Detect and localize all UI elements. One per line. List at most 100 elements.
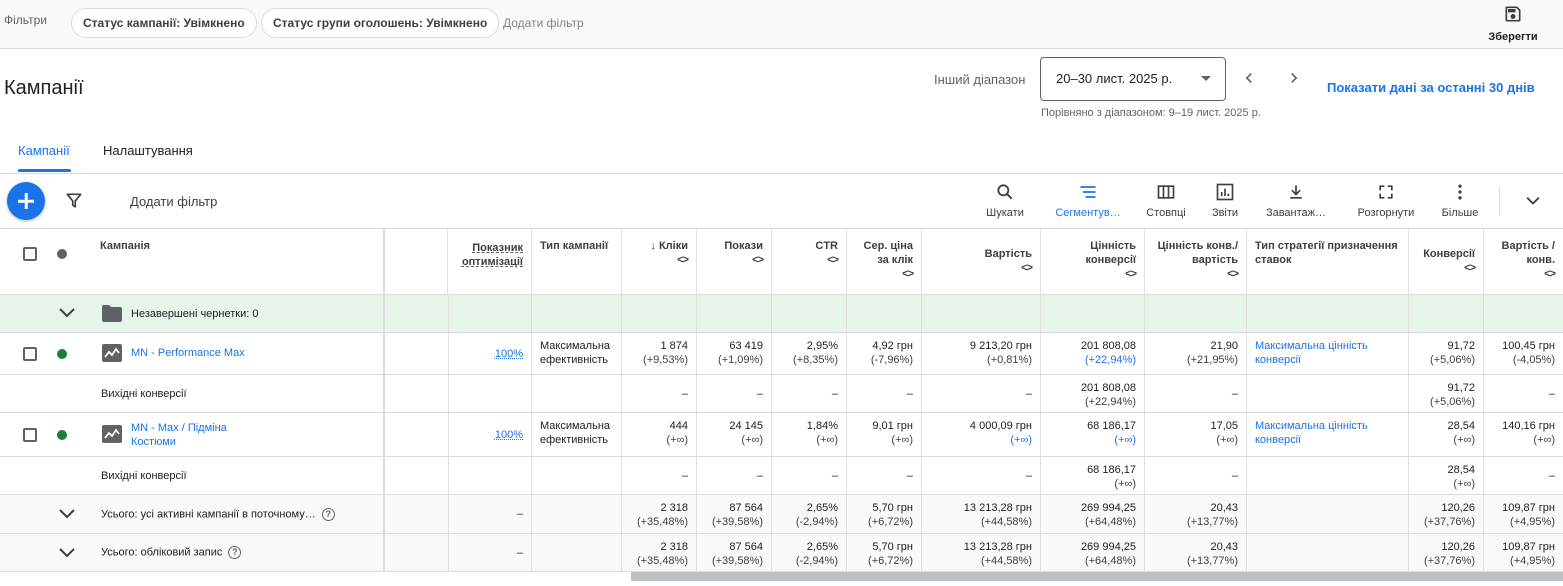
col-campaign[interactable]: Кампанія bbox=[92, 229, 384, 294]
cell-cost-conv: 100,45 грн (-4,05%) bbox=[1484, 333, 1563, 374]
col-cost[interactable]: Вартість <> bbox=[922, 229, 1041, 294]
cell-bid-strategy[interactable]: Максимальна цінність конверсії bbox=[1247, 333, 1409, 374]
expand-button[interactable]: Розгорнути bbox=[1350, 182, 1422, 224]
show-last-30-days-link[interactable]: Показати дані за останні 30 днів bbox=[1327, 80, 1535, 95]
cell-conv-value-cost: – bbox=[1145, 375, 1247, 412]
row-checkbox[interactable] bbox=[23, 428, 37, 442]
cell-conversions: 28,54 (+∞) bbox=[1409, 457, 1484, 494]
caret-down-icon bbox=[1201, 76, 1211, 81]
help-icon[interactable]: ? bbox=[228, 546, 242, 559]
delta: (+1,09%) bbox=[718, 354, 763, 366]
col-conversions[interactable]: Конверсії <> bbox=[1409, 229, 1484, 294]
cell-impr: 63 419 (+1,09%) bbox=[697, 333, 772, 374]
frozen-column-divider[interactable] bbox=[383, 229, 385, 572]
cell bbox=[922, 295, 1041, 332]
campaign-name-link[interactable]: MN - Max / Підміна Костюми bbox=[131, 422, 227, 448]
opt-score-value[interactable]: 100% bbox=[494, 348, 523, 360]
cell-opt-score[interactable]: 100% bbox=[448, 413, 532, 456]
chevron-down-icon[interactable] bbox=[58, 508, 76, 520]
sort-arrows-icon[interactable]: <> bbox=[1227, 268, 1239, 280]
value: 63 419 bbox=[729, 340, 763, 352]
chevron-down-icon[interactable] bbox=[1523, 193, 1543, 209]
value: 2 318 bbox=[660, 502, 688, 514]
sort-arrows-icon[interactable]: <> bbox=[677, 254, 689, 266]
help-icon[interactable]: ? bbox=[321, 508, 335, 521]
horizontal-scrollbar[interactable] bbox=[631, 572, 1563, 581]
cell bbox=[1247, 457, 1409, 494]
chevron-left-icon[interactable] bbox=[1239, 68, 1259, 88]
dash: – bbox=[756, 388, 763, 400]
cell-cost-conv: 109,87 грн (+4,95%) bbox=[1484, 534, 1563, 571]
opt-score-value[interactable]: 100% bbox=[494, 429, 523, 441]
sort-arrows-icon[interactable]: <> bbox=[752, 254, 764, 266]
download-button[interactable]: Завантаж… bbox=[1258, 182, 1334, 224]
bid-strategy-link[interactable]: Максимальна цінність конверсії bbox=[1255, 420, 1368, 446]
cell-bid-strategy[interactable]: Максимальна цінність конверсії bbox=[1247, 413, 1409, 456]
cell-opt-score[interactable]: 100% bbox=[448, 333, 532, 374]
date-range-picker[interactable]: 20–30 лист. 2025 р. bbox=[1040, 57, 1226, 101]
save-button[interactable]: Зберегти bbox=[1478, 2, 1548, 46]
value: 91,72 bbox=[1447, 382, 1475, 394]
filter-chip-adgroup-status[interactable]: Статус групи оголошень: Увімкнено bbox=[261, 8, 500, 38]
col-bid-strategy[interactable]: Тип стратегії призначення ставок bbox=[1247, 229, 1409, 294]
row-checkbox[interactable] bbox=[23, 347, 37, 361]
status-enabled-dot[interactable] bbox=[57, 349, 67, 359]
more-button[interactable]: Більше bbox=[1436, 182, 1484, 224]
sort-arrows-icon[interactable]: <> bbox=[827, 254, 839, 266]
filter-icon[interactable] bbox=[64, 191, 84, 211]
sort-arrows-icon[interactable]: <> bbox=[1125, 268, 1137, 280]
col-conv-value-cost[interactable]: Цінність конв./ вартість <> bbox=[1145, 229, 1247, 294]
drafts-row[interactable]: Незавершені чернетки: 0 bbox=[0, 295, 1563, 333]
table-row: Вихідні конверсії – – – – – 68 186,17 (+∞… bbox=[0, 457, 1563, 495]
campaign-name-link[interactable]: MN - Performance Max bbox=[131, 347, 245, 359]
chevron-down-icon[interactable] bbox=[58, 307, 76, 319]
col-conv-value[interactable]: Цінність конверсії <> bbox=[1041, 229, 1145, 294]
cell-cost: 9 213,20 грн (+0,81%) bbox=[922, 333, 1041, 374]
select-all-checkbox[interactable] bbox=[23, 247, 37, 261]
col-clicks-label: Кліки bbox=[658, 240, 688, 252]
delta: (+22,94%) bbox=[1084, 354, 1136, 366]
columns-button[interactable]: Стовпці bbox=[1140, 182, 1192, 224]
tab-settings[interactable]: Налаштування bbox=[103, 143, 193, 158]
search-button[interactable]: Шукати bbox=[980, 182, 1030, 224]
status-enabled-dot[interactable] bbox=[57, 430, 67, 440]
chevron-down-icon[interactable] bbox=[58, 547, 76, 559]
bid-strategy-link[interactable]: Максимальна цінність конверсії bbox=[1255, 340, 1368, 366]
value: 109,87 грн bbox=[1502, 541, 1555, 553]
col-conv-value-label: Цінність конверсії bbox=[1085, 240, 1136, 266]
col-impressions[interactable]: Покази <> bbox=[697, 229, 772, 294]
cell bbox=[1247, 495, 1409, 533]
chevron-right-icon[interactable] bbox=[1284, 68, 1304, 88]
col-opt-score[interactable]: Показник оптимізації bbox=[448, 229, 532, 294]
dash: – bbox=[1231, 388, 1238, 400]
delta: (+∞) bbox=[741, 434, 763, 446]
toolbar-add-filter[interactable]: Додати фільтр bbox=[130, 194, 218, 209]
col-cost-conv[interactable]: Вартість / конв. <> bbox=[1484, 229, 1563, 294]
sort-arrows-icon[interactable]: <> bbox=[1021, 262, 1033, 274]
cell-clicks: 2 318 (+35,48%) bbox=[622, 534, 697, 571]
filter-chip-campaign-status[interactable]: Статус кампанії: Увімкнено bbox=[71, 8, 257, 38]
cell-cost: – bbox=[922, 457, 1041, 494]
value: 28,54 bbox=[1447, 420, 1475, 432]
sort-arrows-icon[interactable]: <> bbox=[902, 268, 914, 280]
sort-arrows-icon[interactable]: <> bbox=[1544, 268, 1556, 280]
reports-button[interactable]: Звіти bbox=[1206, 182, 1244, 224]
sort-arrows-icon[interactable]: <> bbox=[1464, 262, 1476, 274]
col-type[interactable]: Тип кампанії bbox=[532, 229, 622, 294]
add-campaign-button[interactable] bbox=[7, 182, 45, 220]
col-clicks[interactable]: ↓ Кліки <> bbox=[622, 229, 697, 294]
tab-campaigns[interactable]: Кампанії bbox=[18, 143, 70, 158]
total-label-text: Усього: усі активні кампанії в поточному… bbox=[101, 508, 316, 521]
add-filter-link[interactable]: Додати фільтр bbox=[503, 16, 584, 30]
dash: – bbox=[906, 388, 913, 400]
value: 68 186,17 bbox=[1087, 420, 1136, 432]
col-ctr[interactable]: CTR <> bbox=[772, 229, 847, 294]
cell bbox=[532, 375, 622, 412]
delta: (+37,76%) bbox=[1423, 516, 1475, 528]
segment-button[interactable]: Сегментув… bbox=[1050, 182, 1126, 224]
delta: (+∞) bbox=[1114, 478, 1136, 490]
cell-cost: – bbox=[922, 375, 1041, 412]
col-cpc[interactable]: Сер. ціна за клік <> bbox=[847, 229, 922, 294]
cell bbox=[622, 295, 697, 332]
delta: (+0,81%) bbox=[987, 354, 1032, 366]
